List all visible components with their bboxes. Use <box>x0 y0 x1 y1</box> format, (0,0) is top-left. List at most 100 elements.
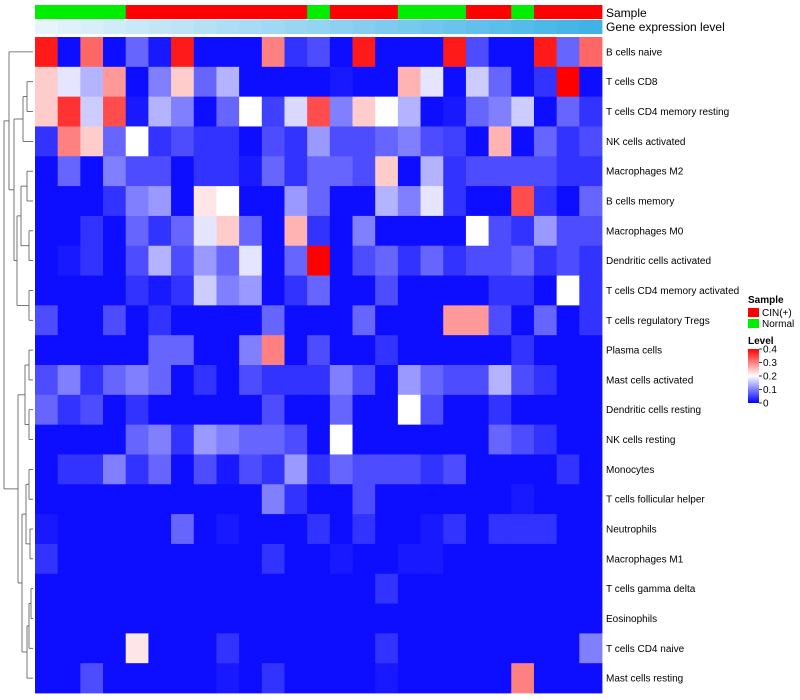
heatmap-cell <box>375 543 399 575</box>
heatmap-cell <box>397 245 421 276</box>
heatmap-cell <box>579 66 603 98</box>
heatmap-cell <box>579 305 603 336</box>
sample-annotation-cell <box>261 5 285 19</box>
heatmap-cell <box>329 484 353 515</box>
heatmap-cell <box>57 156 81 187</box>
heatmap-cell <box>103 365 127 396</box>
heatmap-cell <box>35 424 59 455</box>
sample-annotation-cell <box>216 5 240 19</box>
heatmap-cell <box>443 573 467 604</box>
heatmap-cell <box>125 633 149 664</box>
heatmap-cell <box>420 454 444 485</box>
heatmap-cell <box>420 245 444 276</box>
heatmap-cell <box>329 215 353 247</box>
sample-annotation-cell <box>329 5 353 19</box>
sample-annotation-cell <box>443 5 467 19</box>
heatmap-cell <box>80 543 104 575</box>
heatmap-cell <box>103 424 127 455</box>
heatmap-cell <box>239 514 263 545</box>
heatmap-cell <box>239 603 263 634</box>
heatmap-cell <box>216 454 240 485</box>
heatmap-cell <box>488 335 512 366</box>
heatmap-cell <box>352 156 376 187</box>
heatmap-cell <box>35 96 59 127</box>
heatmap-cell <box>443 305 467 336</box>
heatmap-cell <box>80 245 104 276</box>
heatmap-cell <box>307 573 331 604</box>
heatmap-cell <box>125 484 149 515</box>
heatmap-cell <box>375 37 399 68</box>
heatmap-cell <box>216 365 240 396</box>
heatmap-cell <box>103 573 127 604</box>
heatmap-cell <box>465 126 489 157</box>
heatmap-cell <box>375 215 399 247</box>
heatmap-cell <box>103 275 127 306</box>
heatmap-cell <box>103 603 127 634</box>
heatmap-cell <box>80 365 104 396</box>
heatmap-cell <box>125 66 149 98</box>
heatmap-cell <box>103 245 127 276</box>
heatmap-cell <box>103 215 127 247</box>
heatmap-cell <box>397 633 421 664</box>
sample-annotation-cell <box>35 5 59 19</box>
heatmap-cell <box>307 484 331 515</box>
heatmap-cell <box>148 365 172 396</box>
heatmap-cell <box>329 96 353 127</box>
heatmap-cell <box>261 543 285 575</box>
heatmap-cell <box>261 186 285 217</box>
expression-annotation-cell <box>148 20 172 34</box>
heatmap-cell <box>420 275 444 306</box>
heatmap-cell <box>397 663 421 694</box>
heatmap-cell <box>193 365 217 396</box>
legend-level-tick-label: 0.1 <box>763 385 777 396</box>
heatmap-cell <box>556 663 580 694</box>
heatmap-cell <box>579 603 603 634</box>
heatmap-cell <box>239 215 263 247</box>
heatmap-cell <box>329 335 353 366</box>
heatmap-cell <box>261 633 285 664</box>
heatmap-cell <box>488 663 512 694</box>
heatmap-cell <box>284 126 308 157</box>
heatmap-cell <box>352 514 376 545</box>
heatmap-cell <box>171 275 195 306</box>
heatmap-cell <box>103 543 127 575</box>
expression-annotation-cell <box>193 20 217 34</box>
heatmap-cell <box>148 454 172 485</box>
expression-annotation-cell <box>307 20 331 34</box>
heatmap-cell <box>35 633 59 664</box>
heatmap-cell <box>307 454 331 485</box>
heatmap-cell <box>352 573 376 604</box>
heatmap-cell <box>443 37 467 68</box>
heatmap-cell <box>579 424 603 455</box>
heatmap-cell <box>556 633 580 664</box>
heatmap-cell <box>307 603 331 634</box>
heatmap-cell <box>57 633 81 664</box>
heatmap-cell <box>420 335 444 366</box>
heatmap-cell <box>35 215 59 247</box>
heatmap-cell <box>511 663 535 694</box>
heatmap-cell <box>103 96 127 127</box>
heatmap-cell <box>103 126 127 157</box>
heatmap-cell <box>148 245 172 276</box>
heatmap-cell <box>171 245 195 276</box>
heatmap-cell <box>556 215 580 247</box>
sample-annotation-cell <box>239 5 263 19</box>
heatmap-cell <box>261 335 285 366</box>
heatmap-cell <box>284 186 308 217</box>
heatmap-cell <box>307 305 331 336</box>
heatmap-cell <box>193 96 217 127</box>
heatmap-cell <box>57 394 81 426</box>
heatmap-cell <box>397 603 421 634</box>
heatmap-cell <box>125 603 149 634</box>
heatmap-cell <box>239 156 263 187</box>
heatmap-cell <box>533 305 558 336</box>
heatmap-cell <box>261 394 285 426</box>
heatmap-cell <box>556 245 580 276</box>
heatmap-cell <box>307 245 331 276</box>
heatmap-cell <box>125 663 149 694</box>
heatmap-cell <box>80 335 104 366</box>
heatmap-cell <box>352 305 376 336</box>
heatmap-cell <box>579 215 603 247</box>
heatmap-cell <box>488 126 512 157</box>
heatmap-cell <box>261 514 285 545</box>
